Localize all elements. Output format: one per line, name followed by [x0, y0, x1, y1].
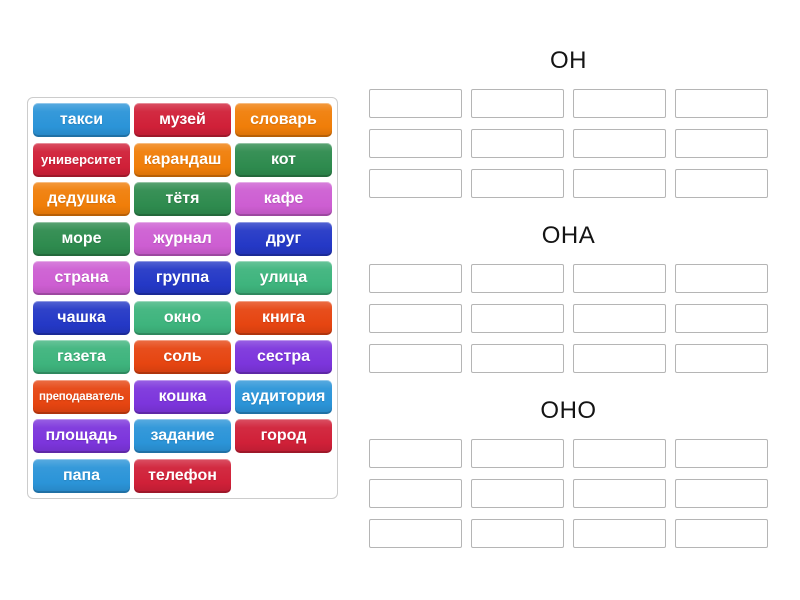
- word-tile[interactable]: улица: [235, 261, 332, 295]
- answer-slot[interactable]: [369, 169, 462, 198]
- slot-grid: [369, 439, 768, 548]
- group-title: ОН: [550, 47, 587, 74]
- word-tile[interactable]: музей: [134, 103, 231, 137]
- word-tile[interactable]: чашка: [33, 300, 130, 335]
- word-tile[interactable]: окно: [134, 300, 231, 335]
- group-ono: ОНО: [369, 398, 768, 548]
- group-title: ОНА: [541, 222, 596, 249]
- word-tile[interactable]: кот: [235, 142, 332, 177]
- word-tile[interactable]: море: [33, 221, 130, 256]
- group-title: ОНО: [540, 397, 597, 424]
- answer-slot[interactable]: [369, 344, 462, 373]
- word-tile[interactable]: такси: [33, 103, 130, 137]
- answer-slot[interactable]: [573, 264, 666, 293]
- answer-slot[interactable]: [675, 479, 768, 508]
- word-tile[interactable]: дедушка: [33, 182, 130, 216]
- answer-slot[interactable]: [369, 519, 462, 548]
- word-tile[interactable]: аудитория: [235, 379, 332, 414]
- answer-slot[interactable]: [471, 344, 564, 373]
- answer-slot[interactable]: [675, 89, 768, 118]
- answer-slot[interactable]: [675, 344, 768, 373]
- word-tile[interactable]: страна: [33, 261, 130, 295]
- word-tile[interactable]: университет: [33, 142, 130, 177]
- answer-slot[interactable]: [573, 304, 666, 333]
- word-bank: такси музей словарь университет карандаш кот д…: [27, 97, 338, 499]
- answer-slot[interactable]: [369, 89, 462, 118]
- word-tile[interactable]: преподаватель: [33, 379, 130, 414]
- word-tile[interactable]: группа: [134, 261, 231, 295]
- word-tile[interactable]: друг: [235, 221, 332, 256]
- word-tile[interactable]: кафе: [235, 182, 332, 216]
- answer-slot[interactable]: [573, 479, 666, 508]
- slot-grid: [369, 89, 768, 198]
- word-tile[interactable]: словарь: [235, 103, 332, 137]
- answer-slot[interactable]: [573, 129, 666, 158]
- answer-slot[interactable]: [573, 169, 666, 198]
- answer-slot[interactable]: [471, 169, 564, 198]
- answer-slot[interactable]: [471, 439, 564, 468]
- word-tile[interactable]: телефон: [134, 458, 231, 493]
- answer-slot[interactable]: [675, 304, 768, 333]
- answer-slot[interactable]: [369, 439, 462, 468]
- answer-slot[interactable]: [471, 89, 564, 118]
- word-tile[interactable]: площадь: [33, 419, 130, 453]
- word-tile[interactable]: задание: [134, 419, 231, 453]
- group-ona: ОНА: [369, 223, 768, 373]
- word-tile[interactable]: город: [235, 419, 332, 453]
- group-on: ОН: [369, 48, 768, 198]
- answer-slot[interactable]: [369, 479, 462, 508]
- word-tile[interactable]: карандаш: [134, 142, 231, 177]
- answer-slot[interactable]: [675, 519, 768, 548]
- answer-slot[interactable]: [369, 129, 462, 158]
- slot-grid: [369, 264, 768, 373]
- answer-slot[interactable]: [573, 344, 666, 373]
- answer-slot[interactable]: [573, 89, 666, 118]
- word-tile[interactable]: кошка: [134, 379, 231, 414]
- word-tile[interactable]: книга: [235, 300, 332, 335]
- word-tile[interactable]: сестра: [235, 340, 332, 374]
- answer-slot[interactable]: [573, 519, 666, 548]
- word-tile[interactable]: соль: [134, 340, 231, 374]
- answer-slot[interactable]: [369, 304, 462, 333]
- word-tile[interactable]: папа: [33, 458, 130, 493]
- answer-slot[interactable]: [675, 169, 768, 198]
- answer-slot[interactable]: [675, 264, 768, 293]
- word-tile[interactable]: газета: [33, 340, 130, 374]
- answer-slot[interactable]: [471, 264, 564, 293]
- word-tile[interactable]: тётя: [134, 182, 231, 216]
- answer-slot[interactable]: [471, 129, 564, 158]
- answer-slot[interactable]: [471, 519, 564, 548]
- word-tile[interactable]: журнал: [134, 221, 231, 256]
- answer-slot[interactable]: [675, 439, 768, 468]
- answer-slot[interactable]: [471, 304, 564, 333]
- answer-slot[interactable]: [573, 439, 666, 468]
- answer-slot[interactable]: [471, 479, 564, 508]
- answer-slot[interactable]: [369, 264, 462, 293]
- answer-slot[interactable]: [675, 129, 768, 158]
